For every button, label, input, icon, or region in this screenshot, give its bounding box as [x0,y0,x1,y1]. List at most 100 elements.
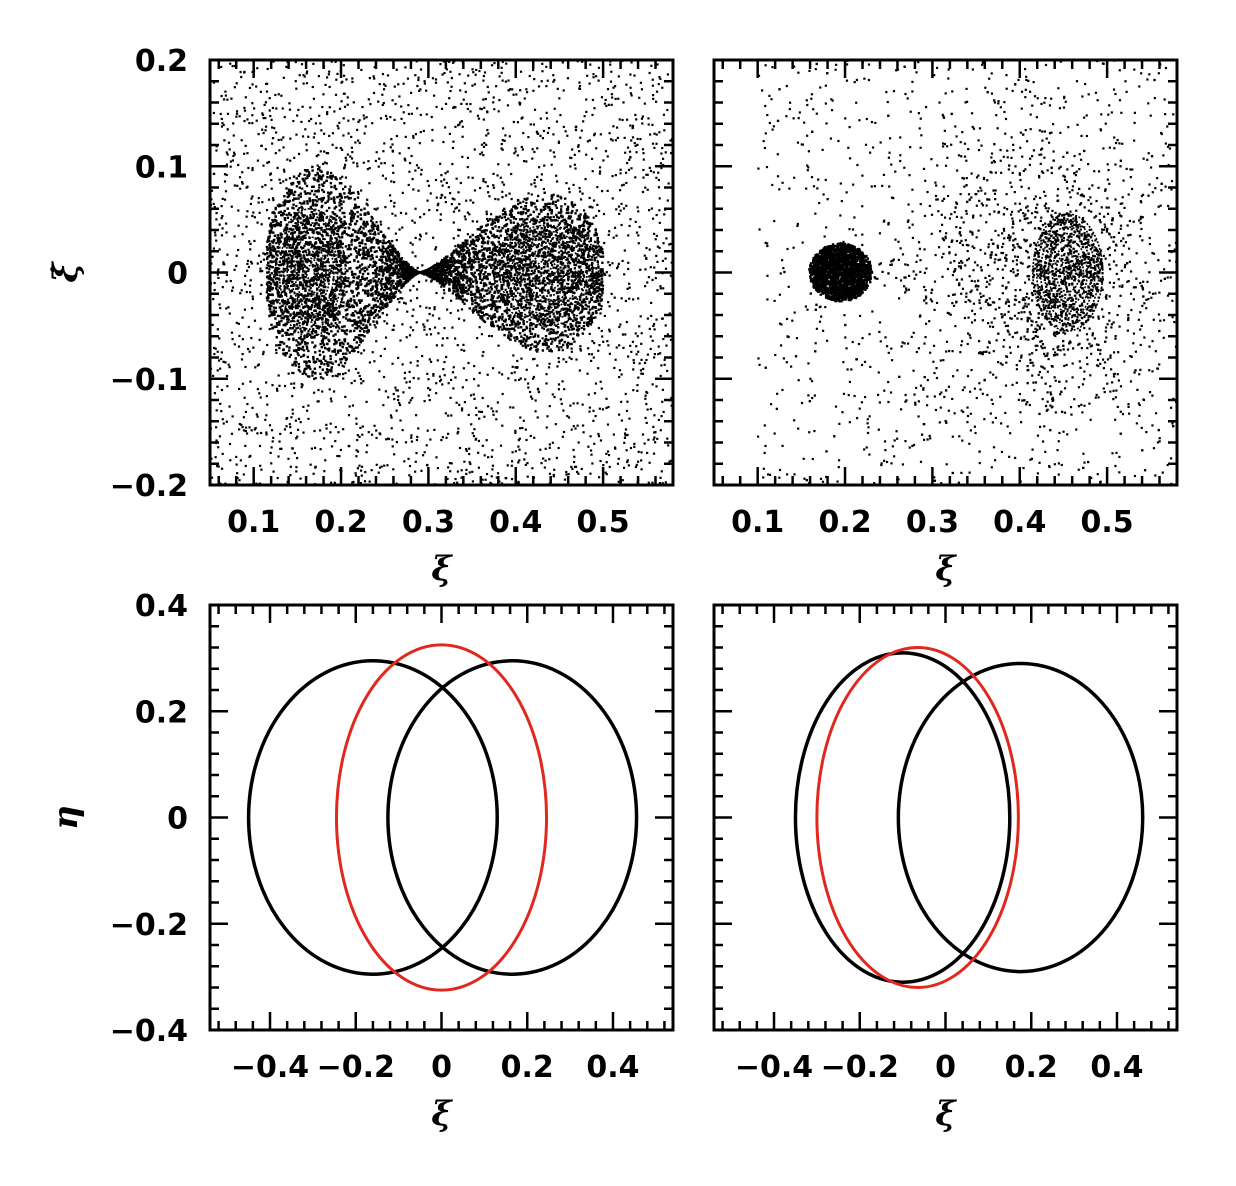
scatter-point [326,361,329,364]
scatter-point [301,250,305,254]
scatter-point [314,302,317,305]
scatter-point [390,272,394,275]
scatter-point [653,352,657,356]
scatter-point [344,176,348,179]
scatter-point [588,196,591,200]
scatter-point [545,382,548,385]
scatter-point [340,293,343,296]
scatter-point [543,235,547,238]
scatter-point [647,481,650,484]
scatter-point [554,219,558,222]
scatter-point [580,129,583,132]
scatter-point [426,372,429,376]
scatter-point [267,160,271,164]
scatter-point [289,232,293,235]
scatter-point [572,332,575,335]
scatter-point [511,460,514,463]
scatter-point [625,320,628,324]
scatter-point [414,255,417,258]
scatter-point [242,429,246,432]
scatter-point [651,94,655,97]
scatter-point [435,196,438,199]
scatter-point [460,476,464,479]
scatter-point [373,207,376,211]
scatter-point [460,469,463,472]
scatter-point [578,186,581,190]
scatter-point [409,91,413,94]
scatter-point [510,478,514,481]
scatter-point [407,278,410,281]
scatter-point [335,342,338,345]
scatter-point [418,142,421,145]
scatter-point [332,300,336,303]
scatter-point [501,190,504,193]
scatter-point [551,237,554,241]
scatter-point [416,107,419,110]
scatter-point [367,98,370,101]
scatter-point [399,264,402,267]
scatter-point [591,113,594,117]
scatter-point [320,197,323,200]
scatter-point [526,462,529,465]
scatter-point [344,226,347,230]
scatter-point [598,343,601,347]
scatter-point [332,199,336,203]
scatter-point [393,256,397,259]
scatter-point [292,306,295,309]
scatter-point [443,374,446,377]
scatter-point [369,309,373,312]
scatter-point [525,160,528,163]
scatter-point [556,365,559,368]
scatter-point [512,120,515,124]
scatter-point [215,145,218,148]
scatter-point [631,124,635,127]
scatter-point [453,482,456,485]
scatter-point [279,274,283,277]
scatter-point [215,439,218,442]
scatter-point [612,125,615,128]
scatter-point [286,328,290,332]
scatter-point [570,347,573,350]
scatter-point [334,360,338,363]
scatter-point [316,253,319,256]
scatter-point [314,309,317,312]
scatter-point [326,175,329,179]
scatter-point [610,93,613,96]
scatter-point [394,255,397,258]
scatter-point [524,463,527,466]
scatter-point [338,209,342,212]
scatter-point [393,272,396,275]
scatter-point [293,197,296,200]
scatter-point [396,254,400,257]
scatter-point [379,300,383,303]
scatter-point [394,214,397,217]
scatter-point [389,288,393,292]
scatter-point [564,310,568,314]
scatter-point [240,358,244,361]
scatter-point [417,78,420,82]
scatter-point [333,317,337,320]
scatter-point [471,432,474,435]
scatter-point [357,205,361,209]
scatter-point [429,192,432,195]
scatter-point [639,81,642,84]
scatter-point [567,473,570,476]
scatter-point [403,301,406,304]
scatter-point [282,201,285,204]
scatter-point [275,348,278,352]
scatter-point [521,426,524,430]
scatter-point [586,372,589,375]
scatter-point [283,428,287,431]
scatter-point [278,384,281,387]
scatter-point [518,228,522,232]
scatter-point [380,249,383,253]
scatter-point [449,470,452,473]
scatter-point [471,470,474,473]
scatter-point [522,132,525,135]
scatter-point [268,97,271,100]
scatter-point [253,319,257,322]
scatter-point [612,236,615,239]
scatter-point [354,141,357,144]
scatter-point [386,280,389,283]
scatter-point [260,283,263,287]
